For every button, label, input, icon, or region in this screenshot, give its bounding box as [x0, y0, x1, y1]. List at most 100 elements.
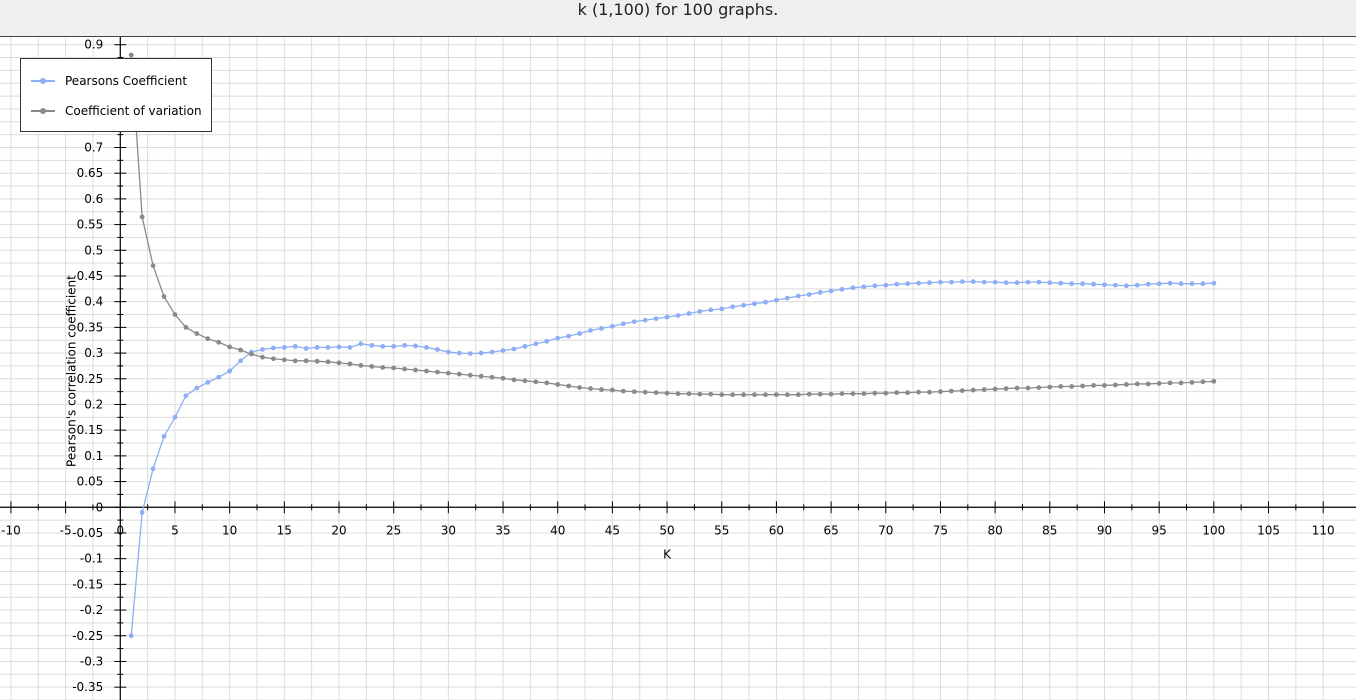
y-tick-label: 0.1	[84, 449, 103, 463]
y-tick-label: -0.25	[72, 629, 103, 643]
data-point	[631, 319, 637, 325]
y-tick-label: 0	[96, 500, 104, 514]
data-point	[347, 361, 353, 367]
data-point	[730, 304, 736, 310]
data-point	[292, 344, 298, 349]
data-point	[609, 387, 615, 393]
data-point	[839, 286, 845, 292]
data-point	[588, 328, 593, 333]
x-tick-label: 50	[659, 523, 674, 537]
data-point	[828, 391, 834, 397]
data-point	[1014, 385, 1020, 391]
y-tick-label: 0.65	[77, 166, 104, 180]
x-tick-label: 65	[823, 523, 838, 537]
data-point	[150, 466, 156, 472]
legend-item-cv: Coefficient of variation	[31, 103, 202, 119]
y-tick-label: 0.45	[77, 269, 104, 283]
x-tick-label: 45	[605, 523, 620, 537]
data-point	[1058, 384, 1064, 389]
x-tick-label: 90	[1097, 523, 1112, 537]
data-point	[227, 368, 233, 374]
data-point	[1080, 383, 1086, 389]
data-point	[1200, 379, 1206, 385]
data-point	[948, 279, 954, 285]
data-point	[1036, 385, 1042, 390]
data-point	[1200, 281, 1206, 287]
data-point	[894, 281, 900, 287]
data-point	[970, 387, 976, 393]
x-tick-label: 85	[1042, 523, 1057, 537]
data-point	[927, 389, 932, 395]
data-point	[763, 392, 768, 398]
y-axis-label: Pearson's correlation coefficient	[64, 275, 78, 467]
data-point	[938, 389, 943, 395]
data-point	[861, 284, 867, 290]
data-point	[380, 365, 386, 370]
data-point	[664, 390, 670, 396]
data-point	[369, 364, 375, 369]
data-point	[522, 378, 528, 384]
y-tick-label: 0.55	[77, 218, 104, 232]
data-point	[609, 323, 615, 329]
data-point	[741, 392, 747, 398]
data-point	[1080, 281, 1086, 287]
data-point	[588, 386, 593, 391]
data-point	[336, 360, 342, 366]
data-point	[981, 387, 987, 392]
data-point	[1003, 386, 1009, 391]
x-tick-label: -5	[60, 523, 72, 537]
data-point	[260, 347, 265, 352]
data-point	[522, 344, 528, 349]
data-point	[1211, 378, 1217, 384]
data-point	[347, 345, 353, 350]
data-point	[1134, 381, 1140, 387]
data-point	[216, 339, 222, 345]
data-point	[478, 350, 484, 356]
data-point	[249, 351, 254, 357]
legend-label-cv: Coefficient of variation	[65, 104, 202, 118]
data-point	[883, 390, 889, 396]
data-point	[456, 350, 462, 356]
data-point	[730, 392, 736, 398]
data-point	[664, 314, 670, 320]
data-point	[161, 433, 167, 439]
data-point	[1167, 280, 1173, 286]
x-tick-label: 100	[1202, 523, 1225, 537]
data-point	[445, 349, 451, 355]
data-point	[555, 335, 561, 341]
data-point	[1123, 283, 1129, 289]
x-tick-label: 35	[495, 523, 510, 537]
data-point	[905, 390, 911, 396]
data-point	[478, 373, 484, 379]
data-point	[697, 309, 703, 314]
data-point	[675, 313, 681, 318]
data-point	[839, 391, 845, 397]
x-tick-label: 5	[171, 523, 179, 537]
data-point	[380, 344, 386, 349]
data-point	[1113, 382, 1118, 388]
data-point	[631, 389, 637, 395]
data-point	[150, 263, 156, 269]
x-tick-label: 20	[331, 523, 346, 537]
data-point	[992, 279, 998, 285]
data-point	[577, 385, 582, 390]
data-point	[992, 386, 998, 392]
data-point	[281, 357, 287, 363]
data-point	[544, 380, 550, 386]
data-point	[435, 347, 440, 352]
x-tick-label: 110	[1312, 523, 1335, 537]
data-point	[763, 299, 768, 305]
data-point	[795, 392, 801, 398]
legend-label-pearsons: Pearsons Coefficient	[65, 74, 188, 88]
data-point	[456, 371, 462, 377]
y-tick-label: 0.4	[84, 295, 103, 309]
data-point	[850, 391, 856, 397]
data-point	[1189, 379, 1195, 385]
x-tick-label: 40	[550, 523, 565, 537]
data-point	[653, 390, 659, 396]
data-point	[927, 280, 932, 286]
data-point	[1025, 385, 1031, 391]
data-point	[1025, 279, 1031, 285]
y-tick-label: -0.1	[80, 552, 103, 566]
x-tick-label: 25	[386, 523, 401, 537]
